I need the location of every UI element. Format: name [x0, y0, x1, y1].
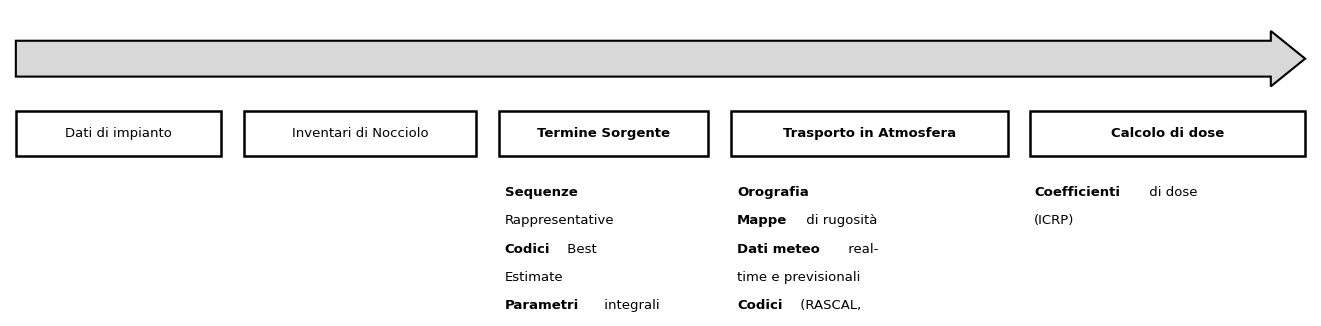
Text: Orografia: Orografia	[737, 186, 808, 199]
Text: Best: Best	[563, 243, 597, 256]
Text: Trasporto in Atmosfera: Trasporto in Atmosfera	[782, 127, 956, 140]
Text: di dose: di dose	[1145, 186, 1198, 199]
Text: Estimate: Estimate	[505, 271, 563, 284]
Text: time e previsionali: time e previsionali	[737, 271, 860, 284]
Text: Calcolo di dose: Calcolo di dose	[1111, 127, 1225, 140]
Text: Mappe: Mappe	[737, 214, 787, 227]
Text: Dati meteo: Dati meteo	[737, 243, 820, 256]
Text: integrali: integrali	[601, 299, 660, 312]
Text: Codici: Codici	[737, 299, 782, 312]
Polygon shape	[16, 31, 1305, 86]
Text: (RASCAL,: (RASCAL,	[795, 299, 861, 312]
FancyBboxPatch shape	[244, 111, 476, 156]
FancyBboxPatch shape	[16, 111, 221, 156]
Text: di rugosità: di rugosità	[802, 214, 877, 227]
Text: Rappresentative: Rappresentative	[505, 214, 614, 227]
Text: Dati di impianto: Dati di impianto	[65, 127, 172, 140]
Text: Inventari di Nocciolo: Inventari di Nocciolo	[292, 127, 428, 140]
FancyBboxPatch shape	[731, 111, 1008, 156]
Text: (ICRP): (ICRP)	[1034, 214, 1075, 227]
Text: Sequenze: Sequenze	[505, 186, 577, 199]
Text: real-: real-	[844, 243, 878, 256]
FancyBboxPatch shape	[499, 111, 708, 156]
FancyBboxPatch shape	[1030, 111, 1305, 156]
Text: Codici: Codici	[505, 243, 550, 256]
Text: Parametri: Parametri	[505, 299, 579, 312]
Text: Termine Sorgente: Termine Sorgente	[538, 127, 670, 140]
Text: Coefficienti: Coefficienti	[1034, 186, 1120, 199]
